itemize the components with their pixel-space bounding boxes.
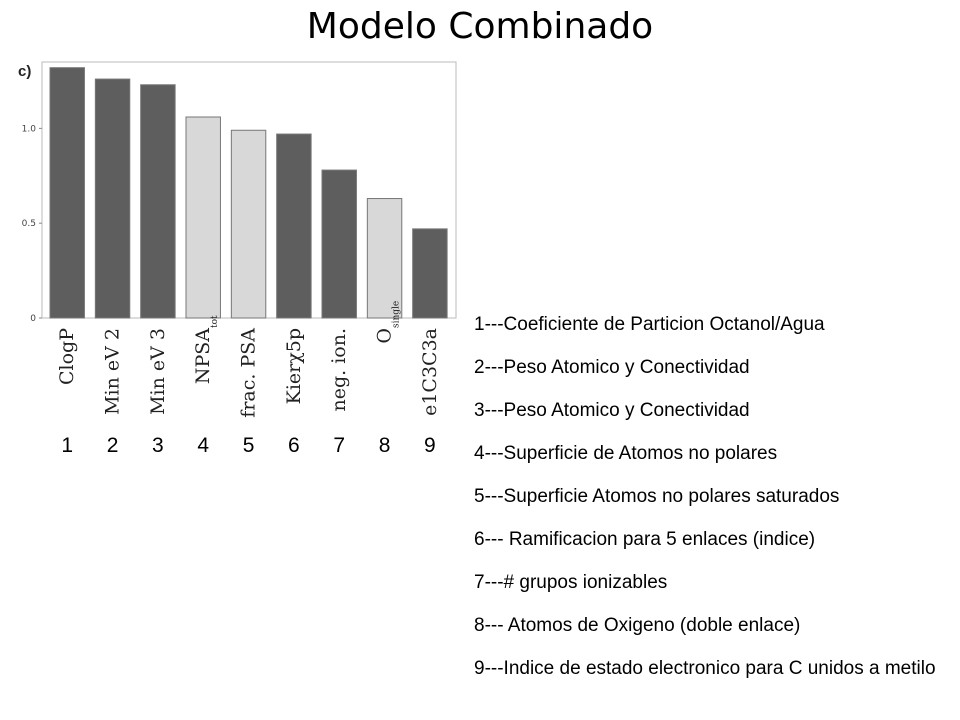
- bar: [412, 228, 448, 319]
- bar-number: 5: [243, 434, 255, 457]
- bar: [94, 78, 131, 319]
- page-title: Modelo Combinado: [306, 6, 654, 47]
- legend-item-4: 4---Superficie de Atomos no polares: [474, 443, 778, 464]
- legend-item-7: 7---# grupos ionizables: [474, 572, 668, 593]
- bar-number: 6: [288, 434, 300, 457]
- bar-number: 1: [61, 434, 73, 457]
- category-subscript: single: [392, 301, 402, 328]
- bar: [49, 67, 85, 319]
- category-label-group: e1C3C3a: [419, 328, 441, 416]
- bar: [140, 84, 176, 319]
- category-label-group: ClogP: [56, 328, 78, 385]
- legend-item-3: 3---Peso Atomico y Conectividad: [474, 400, 750, 421]
- y-tick-label: 1.0: [22, 124, 37, 134]
- category-subscript: tot: [210, 315, 220, 328]
- legend-item-5: 5---Superficie Atomos no polares saturad…: [474, 486, 840, 507]
- panel-label: c): [18, 63, 31, 80]
- bar-number: 2: [107, 434, 119, 457]
- y-tick-label: 0.5: [22, 219, 36, 229]
- bar-number: 9: [424, 434, 436, 457]
- bar: [185, 116, 221, 319]
- legend-item-8: 8--- Atomos de Oxigeno (doble enlace): [474, 615, 801, 636]
- legend-item-1: 1---Coeficiente de Particion Octanol/Agu…: [474, 314, 825, 335]
- category-label-group: Min eV 3: [147, 328, 169, 415]
- category-label-group: neg. ion.: [328, 328, 350, 412]
- category-label-group: Kierχ5p: [283, 328, 305, 404]
- category-label: e1C3C3a: [419, 328, 441, 416]
- bar: [366, 198, 403, 319]
- bar-number: 3: [152, 434, 164, 457]
- category-label: neg. ion.: [328, 328, 350, 412]
- bar: [276, 133, 312, 319]
- bar-number: 8: [379, 434, 391, 457]
- legend: 1---Coeficiente de Particion Octanol/Agu…: [474, 313, 954, 700]
- category-label: O: [374, 328, 396, 344]
- category-label-group: frac. PSA: [238, 328, 260, 418]
- category-label: NPSA: [192, 328, 214, 384]
- category-label: ClogP: [56, 328, 78, 385]
- legend-item-6: 6--- Ramificacion para 5 enlaces (indice…: [474, 529, 816, 550]
- category-label: frac. PSA: [238, 328, 260, 418]
- y-tick-label: 0: [30, 314, 36, 324]
- category-label-group: Min eV 2: [102, 328, 124, 415]
- bar-number: 7: [333, 434, 345, 457]
- legend-item-9: 9---Indice de estado electronico para C …: [474, 658, 936, 679]
- category-label: Min eV 2: [102, 328, 124, 415]
- category-label: Kierχ5p: [283, 328, 305, 404]
- legend-item-2: 2---Peso Atomico y Conectividad: [474, 357, 750, 378]
- bar: [230, 129, 267, 319]
- bar-number: 4: [197, 434, 209, 457]
- bar: [321, 169, 357, 319]
- category-label: Min eV 3: [147, 328, 169, 415]
